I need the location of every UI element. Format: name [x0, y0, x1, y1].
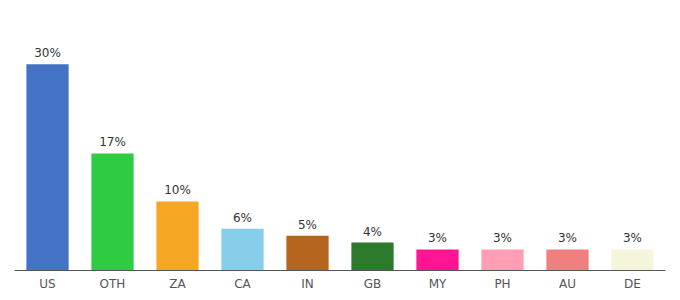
- svg-text:3%: 3%: [558, 231, 577, 245]
- svg-text:6%: 6%: [233, 211, 252, 225]
- svg-text:US: US: [39, 277, 55, 291]
- svg-text:DE: DE: [624, 277, 641, 291]
- svg-text:CA: CA: [234, 277, 251, 291]
- svg-text:PH: PH: [494, 277, 510, 291]
- svg-text:MY: MY: [429, 277, 447, 291]
- svg-text:5%: 5%: [298, 218, 317, 232]
- svg-text:IN: IN: [301, 277, 314, 291]
- svg-text:OTH: OTH: [100, 277, 126, 291]
- svg-text:4%: 4%: [363, 225, 382, 239]
- svg-text:3%: 3%: [623, 231, 642, 245]
- svg-text:17%: 17%: [99, 135, 126, 149]
- svg-text:3%: 3%: [493, 231, 512, 245]
- svg-text:3%: 3%: [428, 231, 447, 245]
- svg-text:GB: GB: [364, 277, 382, 291]
- svg-text:10%: 10%: [164, 183, 191, 197]
- svg-text:ZA: ZA: [169, 277, 186, 291]
- svg-text:AU: AU: [559, 277, 576, 291]
- svg-text:30%: 30%: [34, 46, 61, 60]
